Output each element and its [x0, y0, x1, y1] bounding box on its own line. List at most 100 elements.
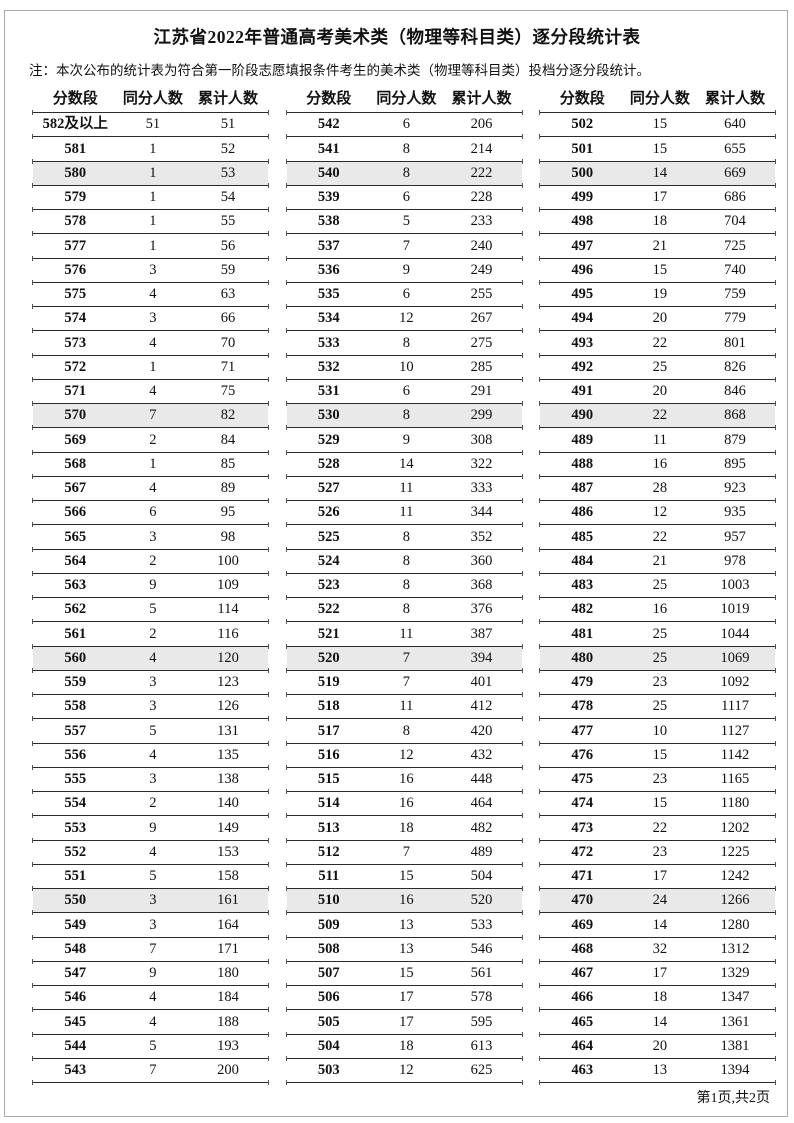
same-score-count-cell: 18 [399, 819, 414, 836]
cumulative-count-cell: 868 [724, 407, 746, 424]
cumulative-count-cell: 879 [724, 431, 746, 448]
cumulative-count-cell: 233 [470, 213, 493, 230]
score-segment-cell: 470 [571, 892, 594, 909]
cumulative-count-cell: 1225 [720, 843, 750, 860]
cumulative-count-cell: 1044 [720, 625, 750, 642]
table-row: 537 7 240 [285, 234, 523, 261]
cumulative-count-cell: 249 [470, 261, 493, 278]
same-score-count-cell: 2 [149, 552, 157, 569]
table-row: 561 2 116 [32, 622, 269, 649]
same-score-count-cell: 16 [652, 601, 668, 618]
table-row: 538 5 233 [285, 210, 523, 237]
table-row: 506 17 578 [285, 986, 523, 1013]
same-score-count-cell: 4 [149, 746, 157, 763]
score-segment-cell: 541 [317, 140, 340, 157]
same-score-count-cell: 22 [652, 528, 668, 545]
same-score-count-cell: 11 [399, 625, 414, 642]
cumulative-count-cell: 206 [470, 116, 493, 133]
same-score-count-cell: 7 [402, 237, 410, 254]
cumulative-count-cell: 1381 [720, 1037, 750, 1054]
table-row: 552 4 153 [32, 841, 269, 868]
cumulative-count-cell: 432 [470, 746, 493, 763]
same-score-count-cell: 12 [399, 1062, 414, 1079]
same-score-count-cell: 13 [652, 1062, 668, 1079]
same-score-count-cell: 25 [652, 649, 668, 666]
table-row: 530 8 299 [285, 404, 523, 431]
table-row: 539 6 228 [285, 186, 523, 213]
score-segment-cell: 474 [571, 795, 594, 812]
same-score-count-cell: 1 [149, 237, 157, 254]
cumulative-count-cell: 308 [470, 431, 493, 448]
table-row: 573 4 70 [32, 331, 269, 358]
cumulative-count-cell: 70 [220, 334, 236, 351]
table-rows: 502 15 640 501 15 655 500 14 669 499 17 686 498 18 704… [539, 113, 776, 1086]
score-segment-cell: 513 [317, 819, 340, 836]
cumulative-count-cell: 1361 [720, 1013, 750, 1030]
cumulative-count-cell: 75 [220, 383, 236, 400]
score-segment-cell: 582及以上 [42, 116, 108, 133]
score-segment-cell: 532 [317, 358, 340, 375]
cumulative-count-cell: 52 [220, 140, 236, 157]
score-segment-cell: 550 [64, 892, 87, 909]
cumulative-count-cell: 625 [470, 1062, 493, 1079]
score-segment-cell: 467 [571, 965, 594, 982]
score-segment-cell: 494 [571, 310, 594, 327]
table-row: 571 4 75 [32, 380, 269, 407]
table-row: 493 22 801 [539, 331, 776, 358]
score-segment-cell: 499 [571, 189, 594, 206]
same-score-count-cell: 4 [149, 480, 157, 497]
score-segment-cell: 538 [317, 213, 340, 230]
cumulative-count-cell: 895 [724, 455, 746, 472]
score-segment-cell: 469 [571, 916, 594, 933]
same-score-count-cell: 2 [149, 625, 157, 642]
table-row: 479 23 1092 [539, 671, 776, 698]
same-score-count-cell: 7 [149, 940, 157, 957]
score-segment-cell: 534 [317, 310, 340, 327]
score-segment-cell: 564 [64, 552, 87, 569]
cumulative-count-cell: 1242 [720, 868, 750, 885]
same-score-count-cell: 32 [652, 940, 668, 957]
score-segment-cell: 547 [64, 965, 87, 982]
score-segment-cell: 573 [64, 334, 87, 351]
score-segment-cell: 546 [64, 989, 87, 1006]
cumulative-count-cell: 55 [220, 213, 236, 230]
same-score-count-cell: 5 [402, 213, 410, 230]
table-row: 534 12 267 [285, 307, 523, 334]
table-row: 512 7 489 [285, 841, 523, 868]
table-row: 473 22 1202 [539, 816, 776, 843]
score-segment-cell: 502 [571, 116, 594, 133]
same-score-count-cell: 5 [149, 601, 157, 618]
table-row: 508 13 546 [285, 938, 523, 965]
cumulative-count-cell: 779 [724, 310, 746, 327]
table-row: 556 4 135 [32, 744, 269, 771]
column-header-score-segment: 分数段 [306, 91, 352, 107]
table-row: 581 1 52 [32, 137, 269, 164]
cumulative-count-cell: 188 [217, 1013, 239, 1030]
table-row: 557 5 131 [32, 719, 269, 746]
cumulative-count-cell: 801 [724, 334, 746, 351]
score-segment-cell: 506 [317, 989, 340, 1006]
table-row: 555 3 138 [32, 768, 269, 795]
cumulative-count-cell: 240 [470, 237, 493, 254]
same-score-count-cell: 16 [652, 455, 668, 472]
score-segment-cell: 535 [317, 286, 340, 303]
same-score-count-cell: 2 [149, 795, 157, 812]
same-score-count-cell: 8 [402, 164, 410, 181]
table-row: 565 3 98 [32, 525, 269, 552]
cumulative-count-cell: 489 [470, 843, 493, 860]
table-row: 579 1 54 [32, 186, 269, 213]
score-segment-cell: 556 [64, 746, 87, 763]
table-row: 513 18 482 [285, 816, 523, 843]
table-rows: 582及以上 51 51 581 1 52 580 1 53 579 1 54 578 1 55 577 1 56… [32, 113, 269, 1086]
cumulative-count-cell: 669 [724, 164, 746, 181]
table-header-row: 分数段 同分人数 累计人数 [32, 87, 269, 115]
same-score-count-cell: 28 [652, 480, 668, 497]
cumulative-count-cell: 84 [220, 431, 236, 448]
cumulative-count-cell: 464 [470, 795, 493, 812]
table-row: 498 18 704 [539, 210, 776, 237]
score-segment-cell: 493 [571, 334, 594, 351]
score-segment-cell: 489 [571, 431, 594, 448]
score-segment-cell: 510 [317, 892, 340, 909]
same-score-count-cell: 6 [149, 504, 157, 521]
